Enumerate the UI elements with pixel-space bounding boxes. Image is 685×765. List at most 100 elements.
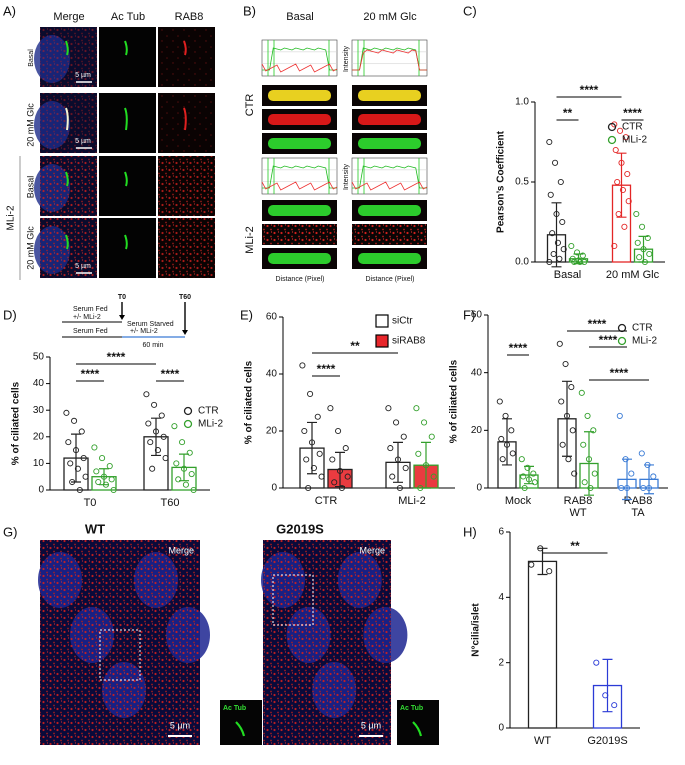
y-tick-label: 20 bbox=[33, 431, 45, 442]
error-bar bbox=[562, 380, 572, 457]
error-bar bbox=[584, 431, 594, 496]
data-point bbox=[521, 484, 528, 492]
y-tick-label: 0 bbox=[271, 483, 277, 494]
y-tick-label: 10 bbox=[33, 458, 45, 469]
data-point bbox=[175, 476, 182, 483]
data-point bbox=[530, 470, 537, 477]
error-bar bbox=[179, 453, 189, 482]
x-tick-label: 20 mM Glc bbox=[606, 269, 660, 281]
cilium bbox=[65, 234, 69, 250]
error-bar bbox=[551, 202, 562, 268]
data-point bbox=[625, 198, 632, 205]
error-bar bbox=[99, 468, 109, 486]
x-tick-label: T0 bbox=[84, 497, 97, 509]
y-tick-label: 2 bbox=[498, 657, 504, 668]
speckle bbox=[158, 27, 215, 87]
data-point bbox=[188, 470, 195, 478]
strip bbox=[268, 253, 331, 264]
column-header: RAB8 bbox=[175, 11, 204, 23]
legend-label: MLi-2 bbox=[632, 336, 657, 347]
cilium bbox=[124, 40, 128, 56]
data-point bbox=[80, 455, 87, 462]
x-tick-label: Basal bbox=[554, 269, 582, 281]
data-point bbox=[546, 138, 553, 146]
axis-label: Distance (Pixel) bbox=[275, 276, 324, 283]
legend-marker bbox=[183, 419, 193, 429]
data-point bbox=[531, 479, 538, 486]
data-point bbox=[147, 439, 154, 446]
data-point bbox=[644, 234, 651, 242]
data-point bbox=[587, 484, 594, 492]
timeline-text: Serum Fed bbox=[73, 328, 108, 335]
data-point bbox=[569, 427, 576, 434]
panel-label: C) bbox=[463, 3, 477, 18]
data-point bbox=[338, 484, 345, 492]
data-point bbox=[619, 186, 626, 194]
legend-marker bbox=[183, 406, 193, 416]
data-point bbox=[571, 258, 578, 266]
y-tick-label: 0.0 bbox=[515, 257, 529, 268]
data-point bbox=[402, 464, 409, 472]
arrow-head bbox=[119, 315, 125, 320]
data-point bbox=[186, 449, 193, 456]
data-point bbox=[639, 223, 646, 230]
row-label: Basal bbox=[25, 176, 35, 199]
significance-label: **** bbox=[317, 362, 336, 376]
strip-speckle bbox=[352, 224, 427, 245]
strip-speckle bbox=[262, 224, 337, 245]
x-tick-label: Mock bbox=[505, 495, 532, 507]
y-tick-label: 4 bbox=[498, 592, 504, 603]
panel-label: B) bbox=[243, 3, 256, 18]
error-bar bbox=[644, 464, 654, 495]
timeline-text: Serum Fed bbox=[73, 306, 108, 313]
data-point bbox=[622, 134, 629, 141]
data-point bbox=[546, 258, 553, 266]
data-point bbox=[78, 428, 85, 435]
data-point bbox=[385, 405, 392, 412]
cilium bbox=[235, 721, 246, 737]
data-point bbox=[617, 127, 624, 134]
data-point bbox=[528, 561, 535, 568]
column-header: Basal bbox=[286, 11, 314, 23]
error-bar bbox=[573, 253, 584, 265]
data-point bbox=[389, 473, 396, 480]
x-tick-label-line: WT bbox=[569, 507, 586, 519]
cilium bbox=[65, 107, 69, 131]
x-tick-label: G2019S bbox=[587, 735, 627, 747]
data-point bbox=[301, 427, 308, 435]
significance-label: **** bbox=[588, 317, 607, 331]
panel-label: G) bbox=[3, 524, 17, 539]
data-point bbox=[171, 423, 178, 430]
x-tick-label-line: RAB8 bbox=[624, 495, 653, 507]
data-point bbox=[430, 473, 437, 480]
y-tick-label: 0 bbox=[476, 483, 482, 494]
axis-label: Intensity bbox=[343, 45, 350, 72]
legend-marker bbox=[375, 334, 389, 348]
speckle bbox=[40, 27, 97, 87]
data-point bbox=[576, 258, 583, 266]
timeline-text: +/- MLi-2 bbox=[73, 314, 101, 321]
data-point bbox=[154, 447, 161, 454]
error-bar bbox=[307, 421, 317, 475]
data-point bbox=[646, 250, 653, 258]
strip bbox=[358, 138, 421, 149]
y-tick-label: 0 bbox=[38, 485, 44, 496]
profile-plot bbox=[351, 157, 428, 195]
axis-label: Intensity bbox=[343, 163, 350, 190]
data-point bbox=[590, 427, 597, 434]
significance-label: ** bbox=[570, 539, 580, 553]
group-label: MLi-2 bbox=[6, 205, 17, 230]
data-point bbox=[428, 433, 435, 440]
data-point bbox=[578, 389, 585, 396]
x-tick-label: MLi-2 bbox=[398, 495, 426, 507]
timeline-text: 60 min bbox=[142, 342, 163, 349]
data-point bbox=[99, 455, 106, 462]
significance-label: **** bbox=[107, 350, 126, 364]
overlay-label: Merge bbox=[168, 545, 194, 555]
column-header: 20 mM Glc bbox=[363, 11, 417, 23]
scale-bar-label: 5 µm bbox=[75, 263, 91, 270]
data-point bbox=[108, 476, 115, 483]
data-point bbox=[413, 405, 420, 412]
data-point bbox=[559, 441, 566, 448]
error-bar bbox=[524, 465, 534, 485]
